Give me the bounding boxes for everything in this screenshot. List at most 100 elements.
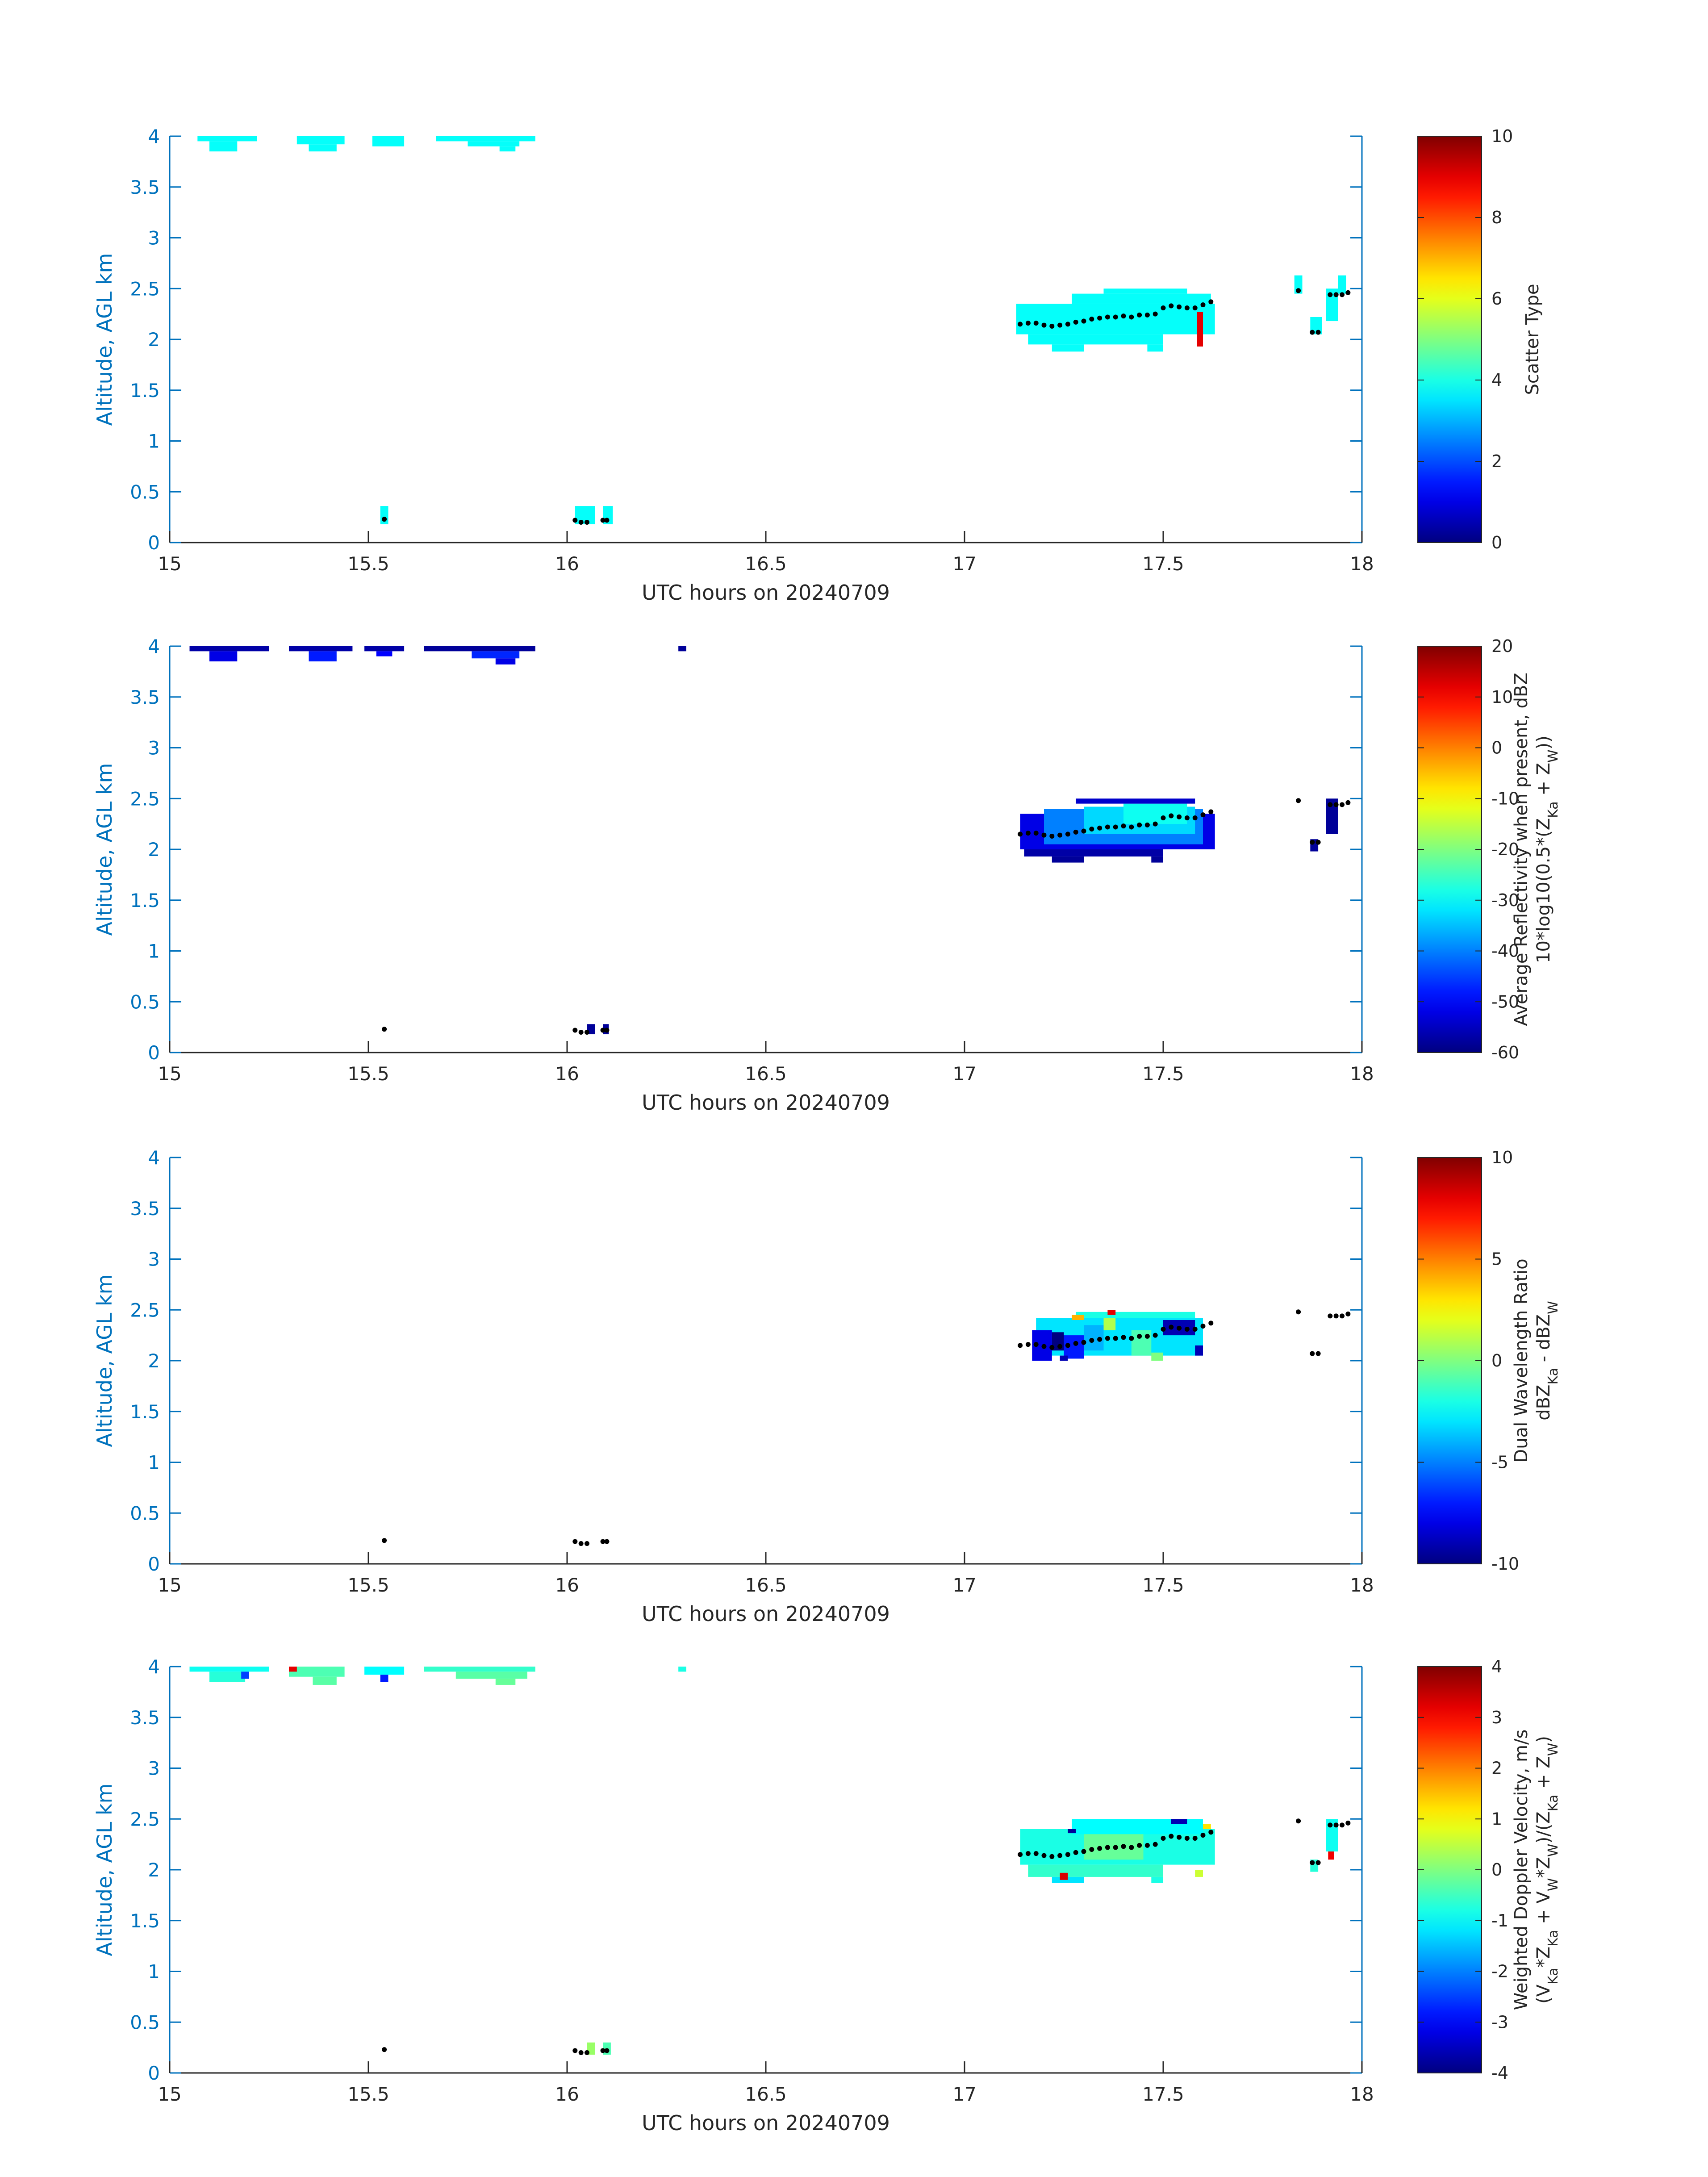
colorbar-tick-label: 4 [1491, 1657, 1502, 1676]
x-tick-label: 15 [158, 1574, 181, 1596]
colorbar-label: (VKa*ZKa + VW*ZW)/(ZKa + ZW) [1533, 1736, 1561, 2004]
cloud-base-point [1296, 798, 1301, 803]
cloud-base-points [382, 288, 1351, 525]
x-axis-label: UTC hours on 20240709 [642, 2111, 890, 2135]
cloud-base-point [1113, 1336, 1118, 1341]
cloud-base-point [1041, 322, 1047, 328]
cloud-base-point [1033, 1851, 1039, 1856]
colorbar-tick-label: 0 [1491, 738, 1502, 758]
cloud-base-point [1184, 1835, 1190, 1841]
cloud-base-point [1089, 1847, 1094, 1852]
cloud-base-point [1018, 322, 1023, 327]
cloud-base-point [1105, 1845, 1110, 1850]
cloud-base-point [600, 1028, 606, 1033]
heatmap-cell [364, 1667, 405, 1675]
cloud-base-point [1073, 829, 1078, 835]
cloud-base-point [1208, 1830, 1214, 1835]
cloud-base-point [1333, 292, 1339, 297]
cloud-base-point [1208, 299, 1214, 305]
heatmap-cell [424, 646, 535, 652]
cloud-base-point [1129, 824, 1134, 830]
cloud-base-point [572, 518, 578, 523]
heatmap-cell [1068, 1829, 1076, 1834]
colorbar-tick-label: -50 [1491, 992, 1519, 1011]
colorbar-tick-label: 3 [1491, 1708, 1502, 1727]
x-tick-label: 16 [555, 1063, 579, 1085]
colorbar-tick-label: 10 [1491, 687, 1513, 707]
x-tick-label: 17 [952, 1063, 976, 1085]
x-tick-label: 15.5 [347, 1063, 389, 1085]
heatmap-cell [1171, 1819, 1187, 1824]
colorbar-label: Average Reflectivity when present, dBZ [1511, 673, 1532, 1026]
cloud-base-point [1129, 314, 1134, 320]
x-tick-label: 16 [555, 553, 579, 575]
cloud-base-point [1065, 1343, 1070, 1348]
colorbar-gradient [1417, 646, 1482, 1053]
cloud-base-point [1169, 303, 1174, 309]
x-tick-label: 15 [158, 553, 181, 575]
heatmap-cell [1024, 849, 1163, 857]
y-axis-label: Altitude, AGL km [92, 1274, 117, 1447]
cloud-base-point [1121, 1844, 1126, 1849]
cloud-base-point [1177, 814, 1182, 819]
cloud-base-point [1065, 1852, 1070, 1857]
y-tick-label: 1.5 [130, 1401, 160, 1423]
y-tick-label: 1.5 [130, 1910, 160, 1932]
y-tick-label: 2.5 [130, 278, 160, 300]
cloud-base-point [1113, 314, 1118, 320]
y-tick-label: 1.5 [130, 890, 160, 911]
colorbar-tick-label: -5 [1491, 1453, 1508, 1472]
colorbar-tick-label: 2 [1491, 451, 1502, 471]
x-tick-label: 17 [952, 2083, 976, 2105]
cloud-base-point [1144, 312, 1150, 318]
cloud-base-point [1018, 1343, 1023, 1348]
cloud-base-point [1169, 813, 1174, 819]
cloud-base-point [1041, 1853, 1047, 1858]
y-tick-label: 2.5 [130, 1808, 160, 1830]
cloud-base-point [578, 1030, 584, 1035]
cloud-base-point [382, 2047, 387, 2052]
heatmap-cell [1076, 1312, 1195, 1318]
heatmap-cell [309, 651, 337, 662]
y-tick-label: 0.5 [130, 1502, 160, 1524]
y-tick-label: 1 [148, 1452, 160, 1474]
y-tick-label: 3 [148, 1249, 160, 1270]
colorbar-tick-label: -40 [1491, 941, 1519, 961]
x-tick-label: 18 [1350, 553, 1374, 575]
cloud-base-point [1169, 1325, 1174, 1330]
heatmap-cell [1203, 1824, 1211, 1829]
colorbar-tick-label: -10 [1491, 1554, 1519, 1574]
cloud-base-point [1089, 1338, 1094, 1343]
cloud-base-point [1049, 323, 1055, 329]
x-tick-label: 18 [1350, 1574, 1374, 1596]
cloud-base-point [1041, 1344, 1047, 1349]
heatmap-cell [1151, 1352, 1163, 1361]
y-tick-label: 0 [148, 1042, 160, 1064]
x-tick-label: 17 [952, 1574, 976, 1596]
cloud-base-point [1089, 317, 1094, 322]
cloud-base-point [382, 1538, 387, 1543]
cloud-base-point [1208, 1320, 1214, 1326]
y-tick-label: 2 [148, 329, 160, 351]
cloud-base-point [1310, 1351, 1315, 1356]
heatmap-cell [1338, 275, 1346, 294]
cloud-base-point [1161, 815, 1166, 820]
heatmap-cell [1123, 803, 1187, 824]
cloud-base-point [572, 1539, 578, 1544]
cloud-base-point [1105, 824, 1110, 830]
y-tick-label: 1.5 [130, 380, 160, 401]
cloud-base-point [1333, 1822, 1339, 1828]
cloud-base-point [1161, 1326, 1166, 1332]
heatmap-cell [1107, 1310, 1116, 1315]
heatmap-cell [1052, 856, 1084, 863]
y-tick-label: 1 [148, 940, 160, 962]
panel-dual-wavelength-ratio: 0 0.5 1 1.5 2 2.5 3 3.5 4 15 15.5 16 16.5 17 17.5 18 UTC… [92, 1147, 1561, 1626]
cloud-base-point [1345, 1820, 1351, 1826]
heatmap-cell [1195, 1870, 1203, 1877]
cloud-base-point [1105, 314, 1110, 320]
heatmap-cell [372, 136, 405, 146]
cloud-base-point [1137, 1843, 1142, 1848]
cloud-base-point [1296, 1309, 1301, 1315]
y-tick-label: 2.5 [130, 1299, 160, 1321]
colorbar: -4 -3 -2 -1 0 1 2 3 4 Weighted Doppler Velocity, … [1417, 1657, 1561, 2083]
